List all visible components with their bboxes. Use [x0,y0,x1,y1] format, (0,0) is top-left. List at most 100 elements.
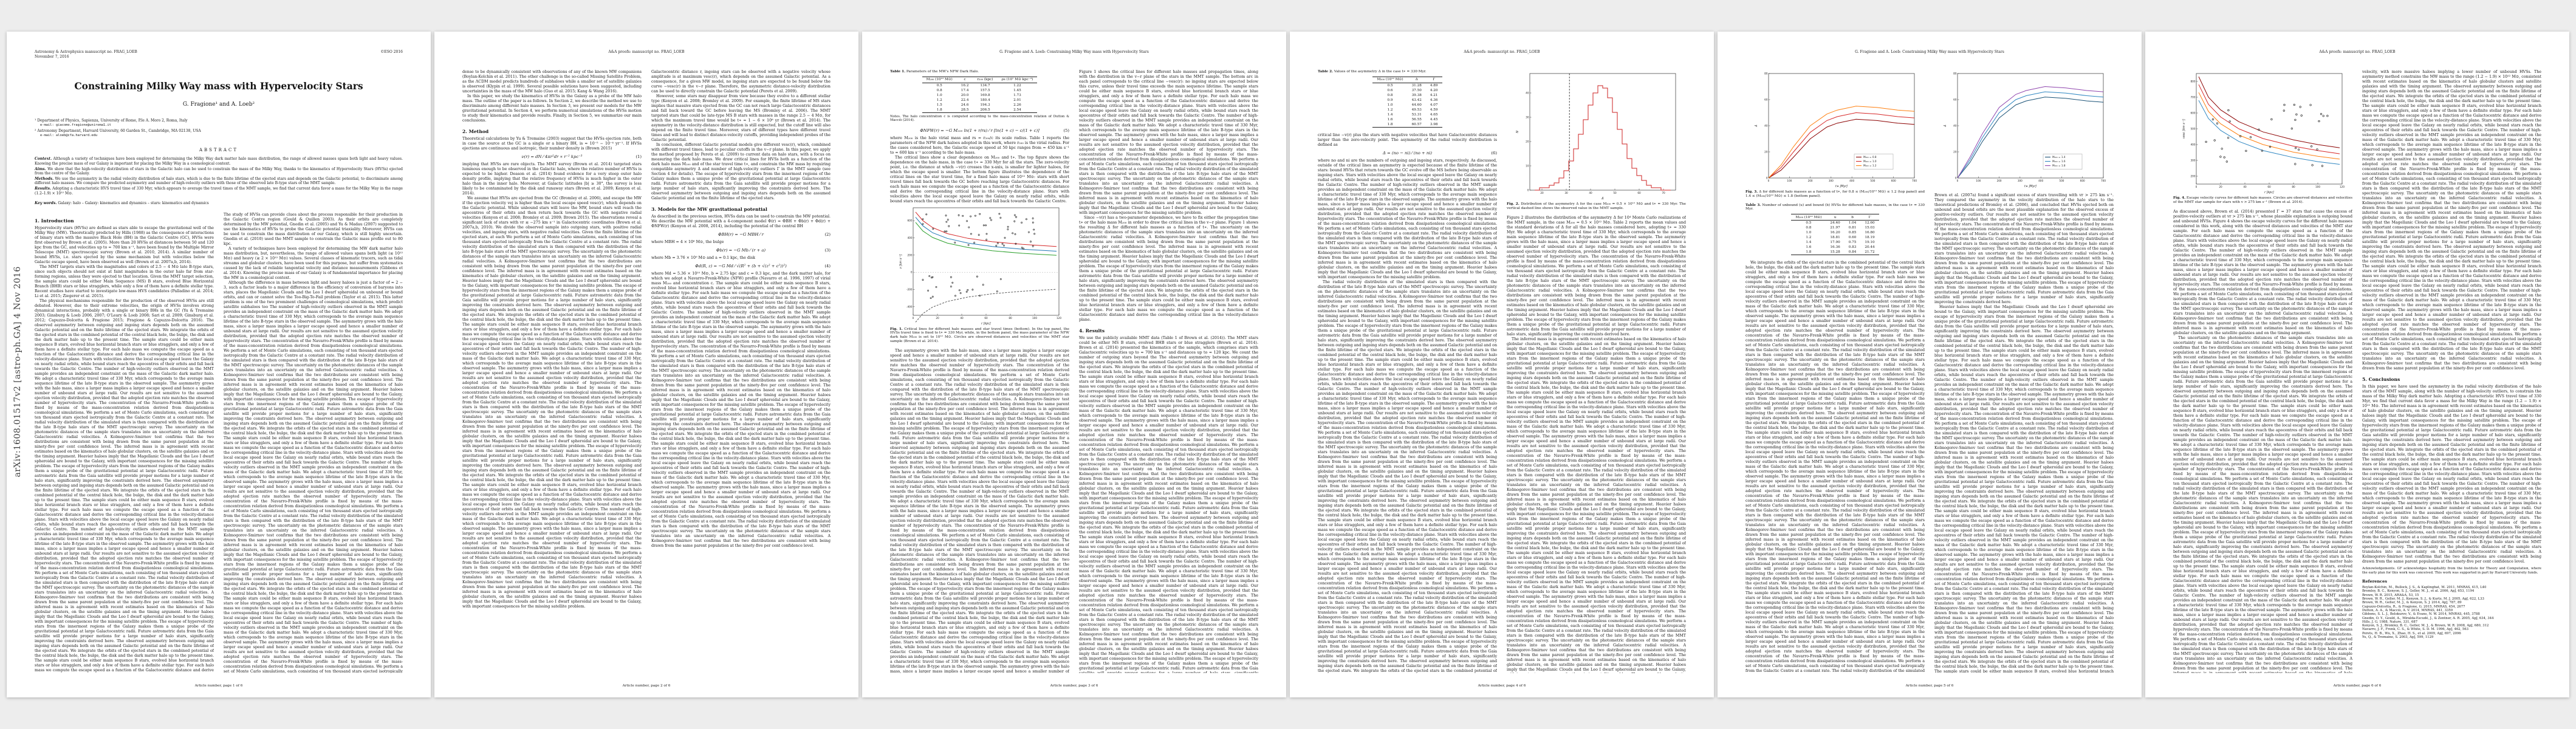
table-row: 1.6 16.36 0.83 20.44 [1791,245,1879,250]
table-cell: 12.60 [1865,221,1875,225]
svg-text:40: 40 [1589,191,1592,194]
svg-text:r [kpc]: r [kpc] [981,322,991,326]
abstract-paragraph: Context. Although a variety of technique… [35,157,403,166]
body-paragraph: critical line −v(r) plus the stars with … [1318,132,1497,147]
table-cell: 4.89 [1430,83,1438,87]
svg-text:600: 600 [2190,112,2195,115]
paper-page-2: A&A proofs: manuscript no. FRAG_LOEB dens… [434,32,858,697]
svg-text:200: 200 [1996,179,2001,182]
equation: ν(r) = dN ⁄ 4πr²dr ∝ r⁻² kpc⁻³ (1) [462,154,642,159]
svg-text:Δ: Δ [1944,125,1947,127]
svg-text:N: N [1516,131,1519,133]
body-paragraph: As discussed above, Brown et al. (2014) … [2173,209,2352,335]
data-table: M₂₀₀ (10¹² M⊙) u b Γ 0.5 24.40 1.04 12.60 0.8 21.… [1791,214,1879,256]
svg-text:t∗ [Myr]: t∗ [Myr] [1835,185,1847,188]
table-row: 1.8 15.28 0.84 21.72 [1791,250,1879,255]
two-column-body: 1. Introduction Hypervelocity stars (HVSs… [35,213,403,673]
svg-text:0: 0 [2195,185,2197,188]
svg-text:500: 500 [1870,179,1875,182]
table-row: 1.5 24.6 194.3 2.26 [922,103,1038,108]
svg-text:20: 20 [1764,151,1768,154]
svg-text:10: 10 [1526,165,1529,168]
svg-text:80: 80 [2292,185,2295,188]
abstract-text: Although a variety of techniques have be… [35,157,403,166]
svg-text:M₂₀₀ = 1.2: M₂₀₀ = 1.2 [1863,164,1877,167]
table-row: 1.0 16.20 0.85 16.80 [1791,230,1879,235]
two-column-body: Table 2. Values of the asymmetry Δ in th… [1318,70,1686,673]
column-header: M₂₀₀ (10¹² M⊙) [1372,77,1408,83]
table-row: 0.9 43.42 4.36 [1372,98,1442,103]
svg-text:500: 500 [2059,179,2064,182]
table-cell: 1.2 [1387,108,1393,112]
svg-text:t∗ [Myr]: t∗ [Myr] [2024,185,2036,188]
table-cell: 20.0 [961,93,969,97]
table-header-row: M₂₀₀ (10¹² M⊙) c r₂₀₀ (kpc) ρs (10⁷ M⊙ kpc⁻… [922,77,1038,83]
figure-float: 0 20 40 60 80 100 120 200 300 400 500 600 700 800 r [k… [2173,70,2352,205]
svg-text:200: 200 [1807,179,1812,182]
svg-text:400: 400 [907,236,912,239]
svg-text:Δ: Δ [1601,197,1603,200]
svg-text:300: 300 [2017,179,2022,182]
figure-caption: Fig. 3. Δ for different halo masses as a… [1745,190,1925,199]
table-row: 1.6 56.55 4.45 [1372,117,1442,122]
table-cell: 2.01 [1013,98,1021,102]
table-row: 0.8 17.4 157.5 1.45 [922,88,1038,93]
abstract-paragraph: Results. Adopting a characteristic HVS t… [35,187,403,196]
svg-text:M₂₀₀ = 0.8: M₂₀₀ = 0.8 [1863,156,1877,159]
manuscript-info: Astronomy & Astrophysics manuscript no. … [35,50,137,60]
section-heading: 1. Introduction [35,218,74,224]
equation-number: (4) [824,264,831,269]
table-cell: 60.57 [1411,122,1422,126]
table-caption: Table 1. Parameters of the MW's NFW Dark… [890,70,1069,74]
body-paragraph: The radial velocity distribution of the … [1318,279,1497,673]
table-caption-label: Table 3. [1745,203,1761,207]
body-paragraph: Theoretical calculations by Yu & Tremain… [462,137,642,151]
reference-entry: Boylan-Kolchin, M., Bullock, J. S., & Ka… [2362,586,2487,590]
page-footer: Article number, page 4 of 6 [1478,684,1526,688]
column-header: M₂₀₀ (10¹² M⊙) [1791,214,1826,221]
table-float: Table 2. Values of the asymmetry Δ in th… [1318,70,1497,128]
table-caption-label: Table 2. [1318,70,1334,74]
equation-number: (6) [1491,150,1497,156]
keywords-label: Key words. [35,200,57,205]
equation-body: ΦBH(r) = −G MBH ⁄ r [718,232,764,237]
svg-text:120: 120 [1057,317,1061,320]
table-cell: 4.20 [1430,88,1438,92]
svg-text:0: 0 [910,270,912,273]
equation-number: (1) [635,154,642,159]
text-column: Table 1. Parameters of the MW's NFW Dark… [890,70,1069,673]
running-header: A&A proofs: manuscript no. FRAG_LOEB [1464,50,1540,54]
table-cell: 4.07 [1430,103,1438,107]
body-paragraph: In conclusion, different Galactic potent… [651,143,831,200]
table-header-row: M₂₀₀ (10¹² M⊙) u b Γ [1791,214,1879,221]
table-cell: 2.54 [1013,108,1021,112]
figure-caption-label: Fig. 2. [1507,202,1519,206]
equation-number: (2) [824,232,831,237]
body-paragraph: We integrate the orbits of the ejected s… [1745,261,1925,673]
table-cell: 44.60 [1411,103,1422,107]
running-header: A&A proofs: manuscript no. FRAG_LOEB [608,50,685,54]
table-cell: 1.0 [1387,103,1393,107]
page-footer: Article number, page 5 of 6 [1905,684,1954,688]
svg-text:600: 600 [907,219,912,222]
table-cell: 17.4 [961,88,969,92]
table-cell: 4.36 [1430,98,1438,102]
reference-entry: Brown, W. R., Geller, M. J., & Kenyon, S… [2362,601,2462,605]
table-cell: 1.5 [936,103,942,107]
equation: ΦNFW(r) = −G M₂₀₀ ln(1 + r/rs) ⁄ r [ln(1… [890,128,1069,133]
svg-text:40: 40 [2243,185,2247,188]
text-column: Table 2. Values of the asymmetry Δ in th… [1318,70,1497,673]
column-header: M₂₀₀ (10¹² M⊙) [922,77,957,83]
table-row: 1.2 49.53 4.59 [1372,108,1442,112]
table-cell: 0.75 [1848,241,1857,245]
svg-text:200: 200 [2190,175,2195,178]
column-header: Γ [1860,214,1879,221]
svg-text:700: 700 [1912,179,1917,182]
equation-body: ν(r) = dN ⁄ 4πr²dr ∝ r⁻² kpc⁻³ [521,154,583,159]
body-paragraph: where Mb = 3.76 × 10⁹ M⊙ and a = 0.1 kpc… [651,256,755,260]
body-paragraph: where no and ni are the numbers of outgo… [1318,158,1497,279]
table-body: 0.5 24.40 1.04 12.60 0.8 21.97 0.81 15.03 1.0 16.… [1791,221,1879,255]
svg-text:400: 400 [1849,179,1854,182]
svg-text:80: 80 [1009,317,1012,320]
